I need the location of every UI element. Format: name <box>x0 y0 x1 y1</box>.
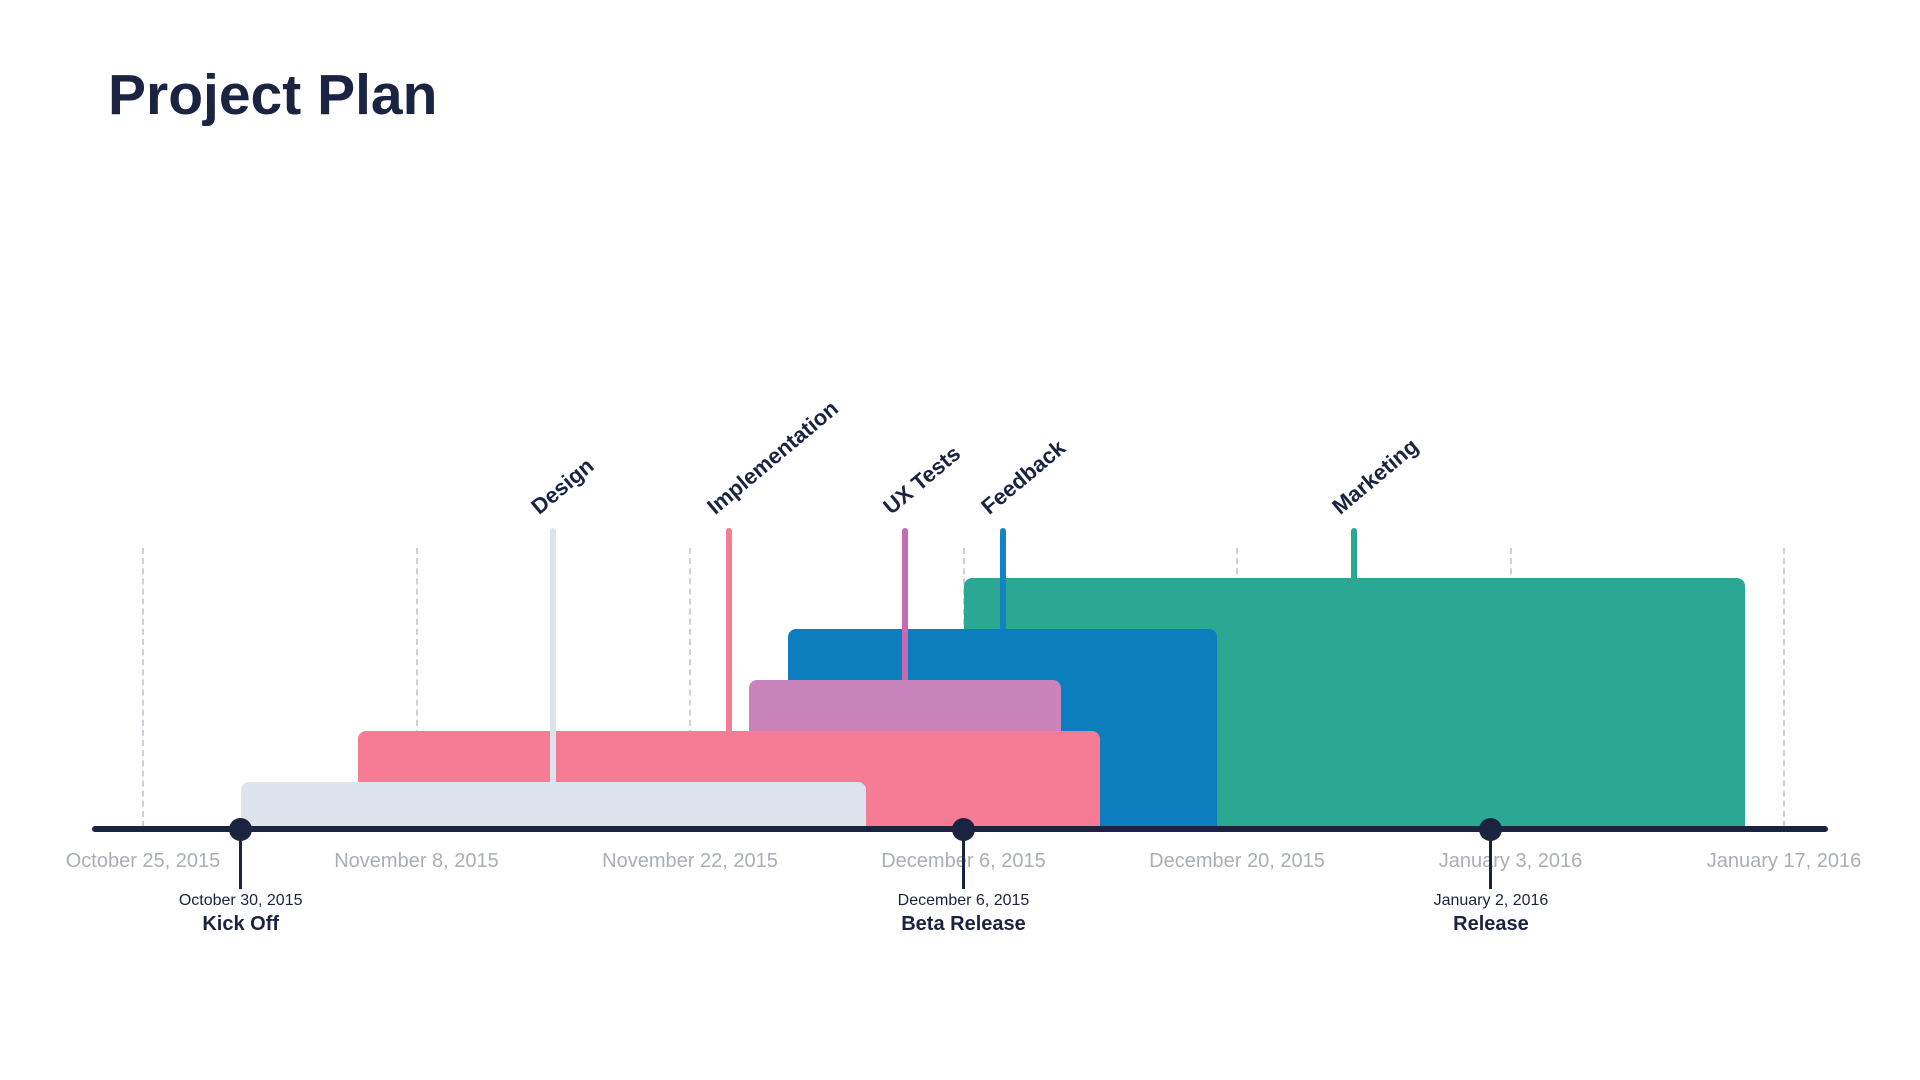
task-marker-line <box>726 528 733 731</box>
milestone-stem <box>1489 829 1493 889</box>
date-gridline <box>1783 548 1785 827</box>
axis-tick-label: November 22, 2015 <box>602 850 778 872</box>
date-gridline <box>689 548 691 827</box>
milestone-name: Beta Release <box>901 913 1026 935</box>
milestone-label: December 6, 2015 Beta Release <box>794 891 1134 937</box>
milestone-marker-dot[interactable] <box>229 818 253 841</box>
axis-tick-label: November 8, 2015 <box>334 850 499 872</box>
axis-tick-label: January 3, 2016 <box>1438 850 1583 872</box>
milestone-label: January 2, 2016 Release <box>1321 891 1661 937</box>
task-marker-line <box>1351 528 1358 578</box>
milestone-marker-dot[interactable] <box>1479 818 1503 841</box>
task-label: Implementation <box>702 395 843 520</box>
date-gridline <box>415 548 418 827</box>
milestone-stem <box>239 829 243 889</box>
milestone-marker-dot[interactable] <box>952 818 975 841</box>
task-bar-design[interactable] <box>240 782 866 827</box>
milestone-stem <box>962 829 965 889</box>
task-marker-line <box>999 528 1006 629</box>
task-marker-line <box>550 528 557 782</box>
page-title: Project Plan <box>108 63 438 127</box>
axis-tick-label: December 20, 2015 <box>1149 850 1325 872</box>
task-label: Marketing <box>1327 433 1424 520</box>
milestone-date: October 30, 2015 <box>178 892 303 909</box>
axis-tick-label: January 17, 2016 <box>1706 850 1862 872</box>
task-label: Design <box>526 452 599 520</box>
milestone-label: October 30, 2015 Kick Off <box>71 891 411 937</box>
milestone-name: Kick Off <box>202 913 280 935</box>
milestone-name: Release <box>1453 913 1529 935</box>
milestone-date: January 2, 2016 <box>1433 892 1549 909</box>
task-marker-line <box>901 528 908 680</box>
milestone-date: December 6, 2015 <box>897 892 1030 909</box>
axis-tick-label: October 25, 2015 <box>65 850 221 872</box>
task-label: Feedback <box>975 434 1070 520</box>
date-gridline <box>142 548 144 827</box>
task-label: UX Tests <box>878 440 966 520</box>
